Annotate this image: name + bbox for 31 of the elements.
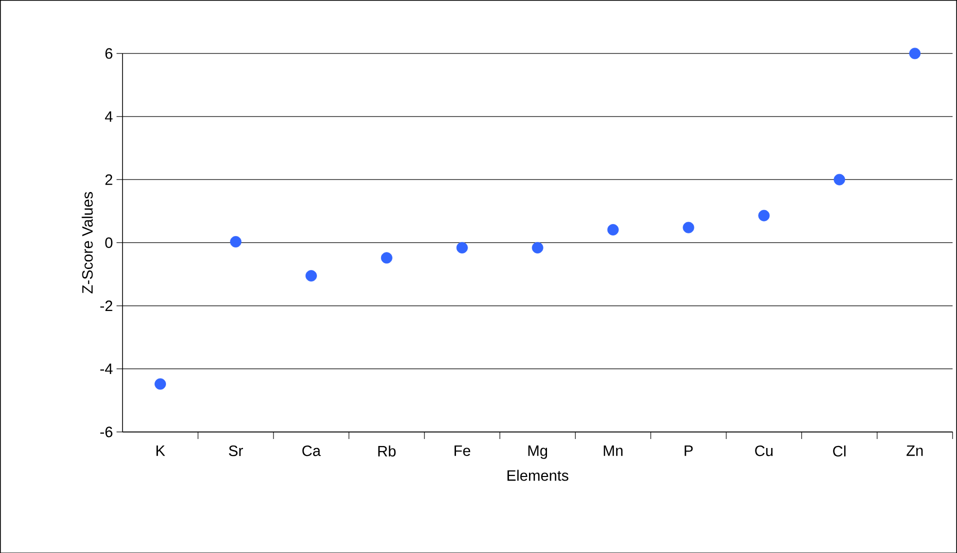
point [682, 222, 694, 234]
y-tick-label: 0 [105, 237, 112, 248]
x-tick-label: Ca [302, 445, 321, 456]
x-tick-label: Cl [833, 445, 846, 456]
x-tick-label: Rb [378, 445, 396, 456]
point [456, 242, 468, 254]
y-tick-label: -4 [100, 363, 113, 374]
x-tick-label: K [156, 445, 166, 456]
point [154, 378, 166, 390]
y-tick-label: 4 [105, 111, 113, 122]
x-tick-label: P [684, 445, 693, 456]
point [380, 252, 392, 264]
point [758, 210, 770, 222]
y-tick-label: -2 [100, 300, 112, 311]
x-tick-label: Mn [604, 445, 622, 456]
y-tick-label: 2 [105, 174, 112, 185]
x-tick-label: Cu [755, 445, 773, 456]
y-tick-label: -6 [100, 426, 112, 438]
point [607, 224, 619, 236]
x-tick-label: Sr [228, 445, 243, 456]
x-tick-label: Mg [528, 445, 548, 459]
x-tick-label: Fe [454, 445, 470, 456]
point [305, 270, 317, 282]
x-tick-label: Zn [906, 445, 923, 456]
point [532, 242, 544, 254]
x-axis-title: Elements [508, 470, 568, 481]
y-tick-label: 6 [105, 48, 112, 59]
point [909, 48, 921, 59]
point [834, 174, 846, 186]
point [230, 236, 242, 248]
y-axis-title: Z-Score Values [82, 192, 93, 294]
